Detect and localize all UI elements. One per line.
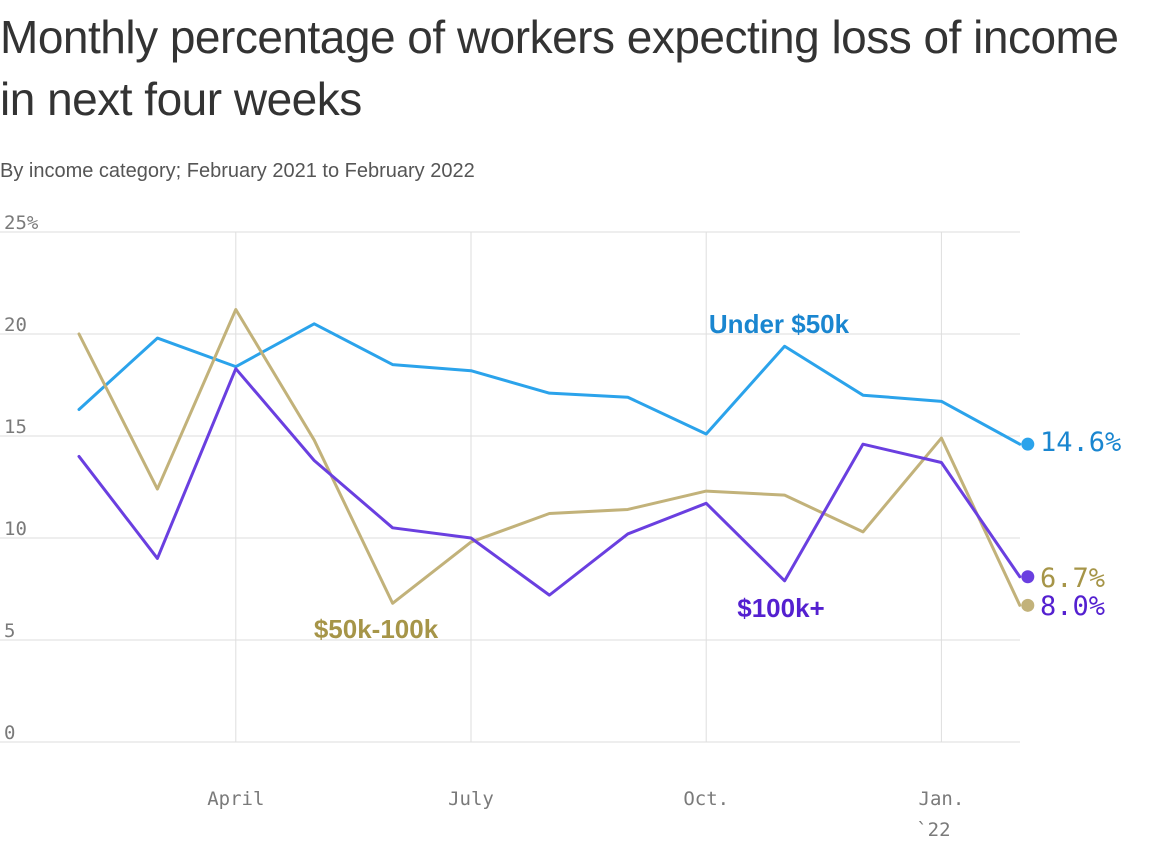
y-axis-labels: 0 5 10 15 20 25% bbox=[4, 212, 39, 744]
series-line bbox=[77, 322, 1022, 446]
series-end-marker bbox=[1021, 598, 1035, 612]
series-end-label: 14.6% bbox=[1040, 427, 1121, 458]
x-tick-label: Oct. bbox=[683, 788, 729, 810]
y-tick-label: 20 bbox=[4, 314, 27, 336]
series-name-label: $100k+ bbox=[737, 593, 824, 623]
series-end-label: 6.7% bbox=[1040, 563, 1105, 594]
series-end-markers bbox=[1021, 437, 1035, 612]
x-tick-label: April bbox=[207, 788, 264, 810]
y-tick-label: 15 bbox=[4, 416, 27, 438]
y-tick-label: 25% bbox=[4, 212, 39, 234]
x-tick-label: Jan. bbox=[919, 788, 965, 810]
series-line bbox=[77, 308, 1022, 607]
x-axis-labels: April July Oct. Jan. `22 bbox=[207, 788, 964, 841]
y-tick-label: 0 bbox=[4, 722, 15, 744]
x-tick-label: July bbox=[448, 788, 494, 810]
series-line bbox=[77, 367, 1022, 597]
series-name-label: Under $50k bbox=[709, 309, 850, 339]
series-lines bbox=[77, 308, 1022, 607]
y-gridlines bbox=[0, 231, 1020, 743]
chart-title: Monthly percentage of workers expecting … bbox=[0, 11, 1119, 125]
series-name-label: $50k-100k bbox=[314, 614, 439, 644]
series-end-marker bbox=[1021, 437, 1035, 451]
y-tick-label: 5 bbox=[4, 620, 15, 642]
y-tick-label: 10 bbox=[4, 518, 27, 540]
x-gridlines bbox=[235, 232, 942, 742]
series-end-label: 8.0% bbox=[1040, 591, 1105, 622]
series-labels: 14.6% Under $50k 6.7% $50k-100k 8.0% $100k+ bbox=[314, 309, 1121, 644]
chart-subtitle: By income category; February 2021 to Feb… bbox=[0, 160, 475, 182]
x-tick-sublabel: `22 bbox=[916, 819, 950, 841]
series-end-marker bbox=[1021, 570, 1035, 584]
